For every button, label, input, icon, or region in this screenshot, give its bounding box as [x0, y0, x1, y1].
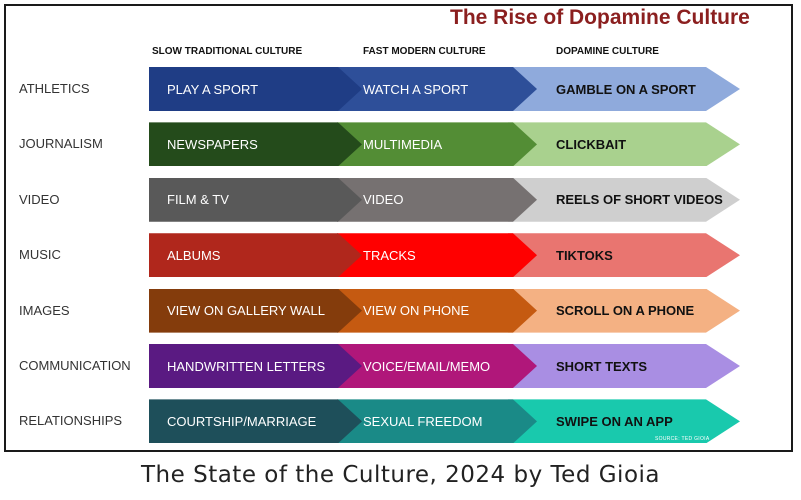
arrow-images-col2: VIEW ON PHONE: [337, 289, 537, 333]
arrow-communication-col1: HANDWRITTEN LETTERS: [149, 344, 362, 388]
arrow-label: CLICKBAIT: [556, 136, 627, 152]
image-caption: The State of the Culture, 2024 by Ted Gi…: [141, 462, 660, 488]
arrow-journalism-col1: NEWSPAPERS: [149, 122, 362, 166]
arrow-label: GAMBLE ON A SPORT: [556, 81, 696, 97]
arrow-label: FILM & TV: [167, 192, 229, 208]
arrow-label: SWIPE ON AN APP: [556, 413, 673, 429]
arrow-video-col2: VIDEO: [337, 178, 537, 222]
arrow-athletics-col2: WATCH A SPORT: [337, 67, 537, 111]
row-label-athletics: ATHLETICS: [19, 81, 90, 96]
arrow-label: COURTSHIP/MARRIAGE: [167, 413, 317, 429]
arrow-label: MULTIMEDIA: [363, 136, 443, 152]
row-label-journalism: JOURNALISM: [19, 136, 103, 152]
arrow-label: VIEW ON GALLERY WALL: [167, 303, 325, 319]
arrow-label: WATCH A SPORT: [363, 81, 469, 97]
arrow-label: ALBUMS: [167, 247, 221, 263]
source-note: SOURCE: TED GIOIA: [655, 436, 710, 442]
arrow-images-col3: SCROLL ON A PHONE: [508, 289, 740, 333]
arrow-communication-col3: SHORT TEXTS: [508, 344, 740, 388]
column-header-1: SLOW TRADITIONAL CULTURE: [152, 46, 303, 57]
arrow-label: TIKTOKS: [556, 247, 613, 263]
arrow-athletics-col1: PLAY A SPORT: [149, 67, 362, 111]
row-label-video: VIDEO: [19, 191, 60, 207]
arrow-label: SCROLL ON A PHONE: [556, 303, 695, 319]
arrow-label: NEWSPAPERS: [167, 136, 258, 152]
arrow-music-col1: ALBUMS: [149, 233, 362, 277]
arrow-relationships-col1: COURTSHIP/MARRIAGE: [149, 399, 362, 443]
column-header-2: FAST MODERN CULTURE: [363, 46, 486, 57]
arrow-label: SHORT TEXTS: [556, 358, 648, 374]
arrow-music-col2: TRACKS: [337, 233, 537, 277]
row-label-communication: COMMUNICATION: [19, 358, 131, 373]
arrow-communication-col2: VOICE/EMAIL/MEMO: [337, 344, 537, 388]
arrow-relationships-col2: SEXUAL FREEDOM: [337, 399, 537, 443]
arrow-label: HANDWRITTEN LETTERS: [167, 358, 326, 374]
diagram-title: The Rise of Dopamine Culture: [450, 6, 750, 29]
column-header-3: DOPAMINE CULTURE: [556, 46, 659, 57]
arrow-athletics-col3: GAMBLE ON A SPORT: [508, 67, 740, 111]
arrow-label: VOICE/EMAIL/MEMO: [363, 358, 491, 374]
arrow-label: VIEW ON PHONE: [363, 303, 470, 319]
arrow-relationships-col3: SWIPE ON AN APP: [508, 399, 740, 443]
arrow-label: SEXUAL FREEDOM: [363, 413, 483, 429]
row-label-relationships: RELATIONSHIPS: [19, 413, 123, 429]
arrow-video-col3: REELS OF SHORT VIDEOS: [508, 178, 740, 222]
arrow-journalism-col2: MULTIMEDIA: [337, 122, 537, 166]
arrow-label: REELS OF SHORT VIDEOS: [556, 192, 723, 208]
arrow-video-col1: FILM & TV: [149, 178, 362, 222]
arrow-label: VIDEO: [363, 192, 404, 208]
arrow-label: PLAY A SPORT: [167, 81, 259, 97]
arrow-journalism-col3: CLICKBAIT: [508, 122, 740, 166]
row-label-music: MUSIC: [19, 247, 61, 263]
arrow-music-col3: TIKTOKS: [508, 233, 740, 277]
row-label-images: IMAGES: [19, 302, 70, 318]
arrow-images-col1: VIEW ON GALLERY WALL: [149, 289, 362, 333]
arrow-label: TRACKS: [363, 247, 416, 263]
